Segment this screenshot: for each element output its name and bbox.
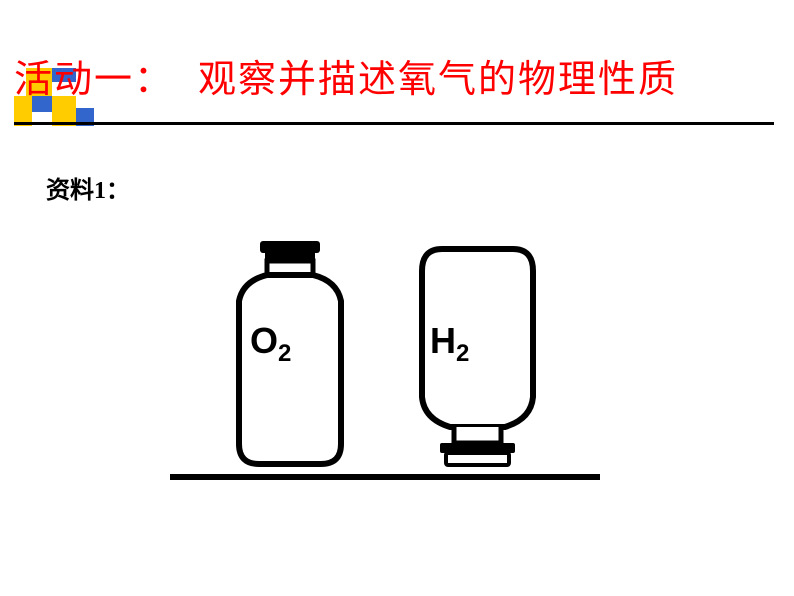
oxygen-subscript: 2 <box>278 340 291 367</box>
table-surface-line <box>170 474 600 480</box>
title-part1: 活动一： <box>14 59 174 101</box>
subtitle-label: 资料1： <box>46 170 130 205</box>
oxygen-label: O2 <box>250 320 291 362</box>
hydrogen-symbol: H <box>430 320 456 361</box>
hydrogen-label: H2 <box>430 320 469 362</box>
oxygen-symbol: O <box>250 320 278 361</box>
hydrogen-subscript: 2 <box>456 340 469 367</box>
gas-bottles-diagram <box>170 220 600 480</box>
title-part2: 观察并描述氧气的物理性质 <box>198 59 678 101</box>
slide-title: 活动一： 观察并描述氧气的物理性质 <box>14 48 784 103</box>
title-underline <box>14 122 774 125</box>
